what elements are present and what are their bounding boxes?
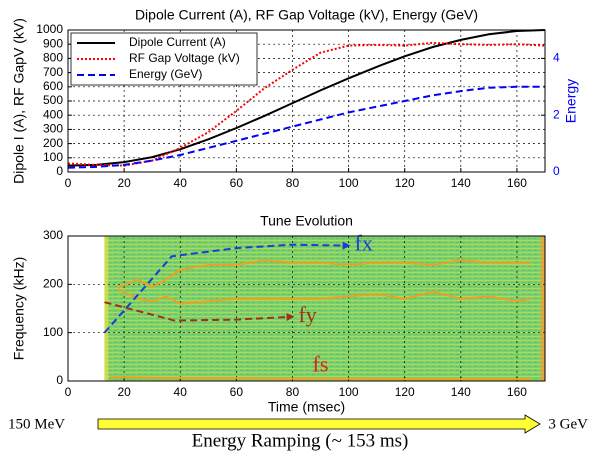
x-tick-label: 120 <box>395 385 415 399</box>
ramp-start-label: 150 MeV <box>8 416 65 432</box>
y-tick-label: 500 <box>43 93 63 107</box>
y2-axis-label: Energy <box>563 79 579 123</box>
x-tick-label: 60 <box>230 385 244 399</box>
series-line <box>67 85 545 169</box>
y-tick-label: 700 <box>43 65 63 79</box>
chart-title: Dipole Current (A), RF Gap Voltage (kV),… <box>135 7 478 23</box>
y-tick-label: 200 <box>43 136 63 150</box>
x-axis-label: Time (msec) <box>268 399 345 415</box>
y-axis-label: Frequency (kHz) <box>11 257 27 360</box>
y-tick-label: 100 <box>43 325 63 339</box>
x-tick-label: 20 <box>117 385 131 399</box>
chart-title: Tune Evolution <box>260 213 353 229</box>
y-tick-label: 300 <box>43 122 63 136</box>
y-tick-label: 0 <box>56 164 63 178</box>
plot-frame <box>67 29 546 173</box>
series-line <box>110 376 531 381</box>
ramp-caption: Energy Ramping (~ 153 ms) <box>192 430 409 451</box>
ramp-arrow <box>97 414 541 434</box>
legend-label: Dipole Current (A) <box>129 35 226 49</box>
series-line <box>118 259 531 288</box>
y-tick-label: 400 <box>43 107 63 121</box>
legend-label: RF Gap Voltage (kV) <box>129 51 240 65</box>
x-tick-label: 140 <box>451 176 471 190</box>
y-axis-label: Dipole I (A), RF GapV (kV) <box>11 18 27 184</box>
series-label: fx <box>355 231 373 256</box>
y-tick-label: 600 <box>43 79 63 93</box>
x-tick-label: 80 <box>286 176 300 190</box>
y-tick-label: 1000 <box>36 22 63 36</box>
x-tick-label: 0 <box>65 176 72 190</box>
x-tick-label: 20 <box>117 176 131 190</box>
series-line <box>67 41 546 167</box>
y2-tick-label: 2 <box>553 107 560 121</box>
x-tick-label: 100 <box>339 385 359 399</box>
y-tick-label: 900 <box>43 36 63 50</box>
series-line <box>103 241 351 334</box>
plot-frame <box>67 235 546 382</box>
x-tick-label: 40 <box>174 385 188 399</box>
x-tick-label: 160 <box>507 176 527 190</box>
series-line <box>118 288 532 305</box>
y-tick-label: 200 <box>43 277 63 291</box>
y2-tick-label: 4 <box>553 51 560 65</box>
x-tick-label: 80 <box>286 385 300 399</box>
x-tick-label: 140 <box>451 385 471 399</box>
y-tick-label: 0 <box>56 373 63 387</box>
y2-tick-label: 0 <box>553 164 560 178</box>
x-tick-label: 0 <box>65 385 72 399</box>
y-tick-label: 300 <box>43 228 63 242</box>
ramp-end-label: 3 GeV <box>548 416 588 432</box>
series-line <box>67 29 546 167</box>
y-tick-label: 800 <box>43 51 63 65</box>
y-tick-label: 100 <box>43 150 63 164</box>
legend-label: Energy (GeV) <box>129 67 202 81</box>
spectrogram-edge <box>541 236 545 381</box>
series-label: fs <box>313 352 329 377</box>
spectrogram-edge <box>104 236 109 381</box>
x-tick-label: 160 <box>507 385 527 399</box>
x-tick-label: 60 <box>230 176 244 190</box>
series-label: fy <box>298 302 316 327</box>
x-tick-label: 100 <box>339 176 359 190</box>
x-tick-label: 40 <box>174 176 188 190</box>
series-line <box>104 301 295 322</box>
x-tick-label: 120 <box>395 176 415 190</box>
